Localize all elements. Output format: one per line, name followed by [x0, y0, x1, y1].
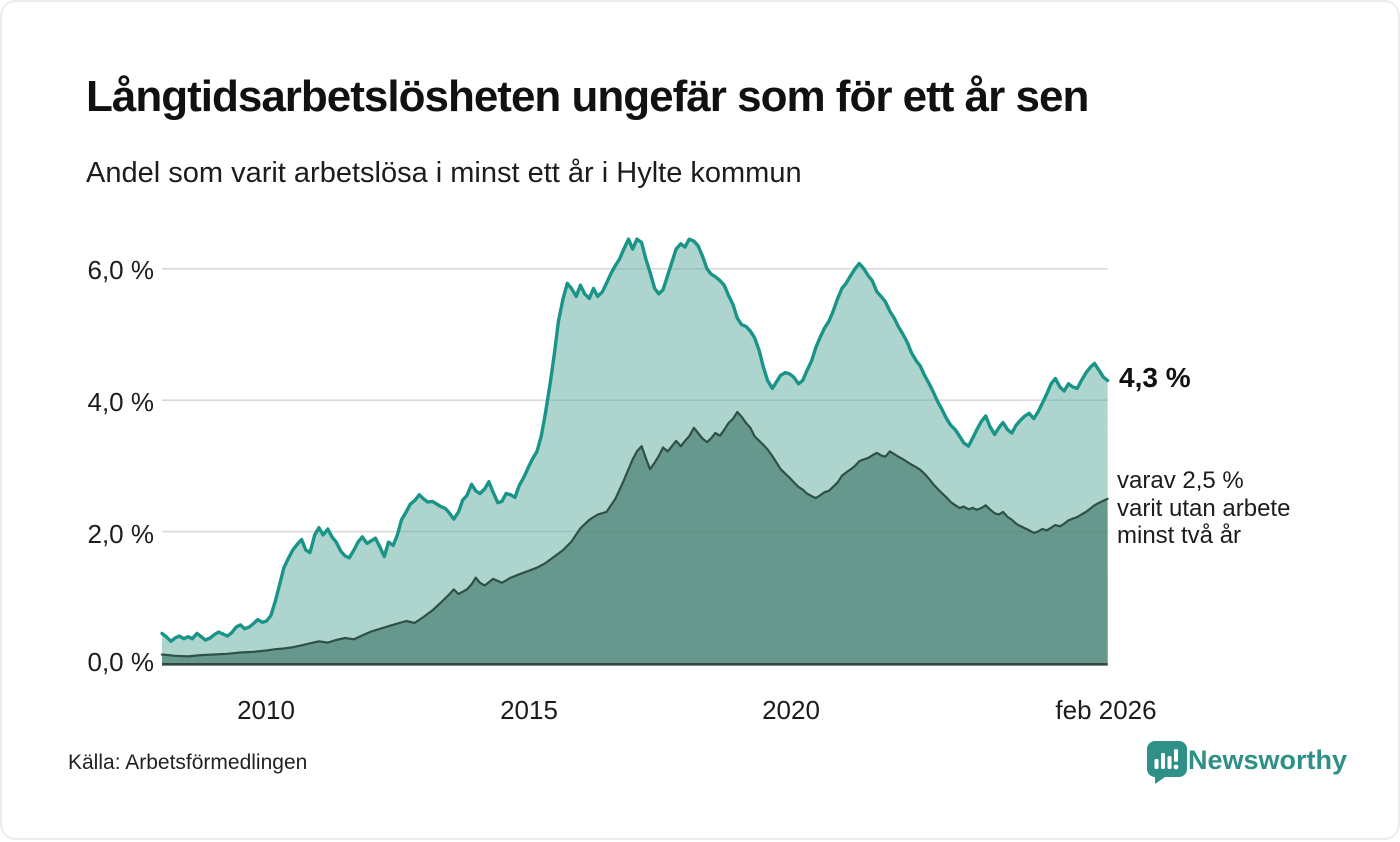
two-year-annotation-line3: minst två år [1117, 522, 1242, 549]
x-tick-label-2015: 2015 [500, 695, 558, 725]
two-year-annotation-line1: varav 2,5 % [1117, 467, 1244, 494]
source-note: Källa: Arbetsförmedlingen [68, 751, 308, 774]
x-tick-label-2010: 2010 [237, 695, 295, 725]
x-tick-label-2020: 2020 [762, 695, 820, 725]
page-title: Långtidsarbetslösheten ungefär som för e… [86, 72, 1089, 121]
two-year-annotation-line2: varit utan arbete [1117, 494, 1291, 522]
y-tick-label-6: 6,0 % [87, 255, 155, 285]
x-tick-label-feb-2026: feb 2026 [1055, 695, 1157, 725]
newsworthy-logo-icon [1147, 741, 1187, 784]
y-tick-label-0: 0,0 % [87, 647, 155, 677]
y-tick-label-2: 2,0 % [87, 519, 155, 549]
latest-value-label: 4,3 % [1119, 362, 1191, 393]
two-year-annotation: varav 2,5 % varit utan arbete minst två … [1117, 467, 1290, 550]
chart-subtitle: Andel som varit arbetslösa i minst ett å… [86, 157, 802, 189]
y-tick-label-4: 4,0 % [87, 387, 155, 417]
newsworthy-brand-text: Newsworthy [1188, 745, 1348, 775]
